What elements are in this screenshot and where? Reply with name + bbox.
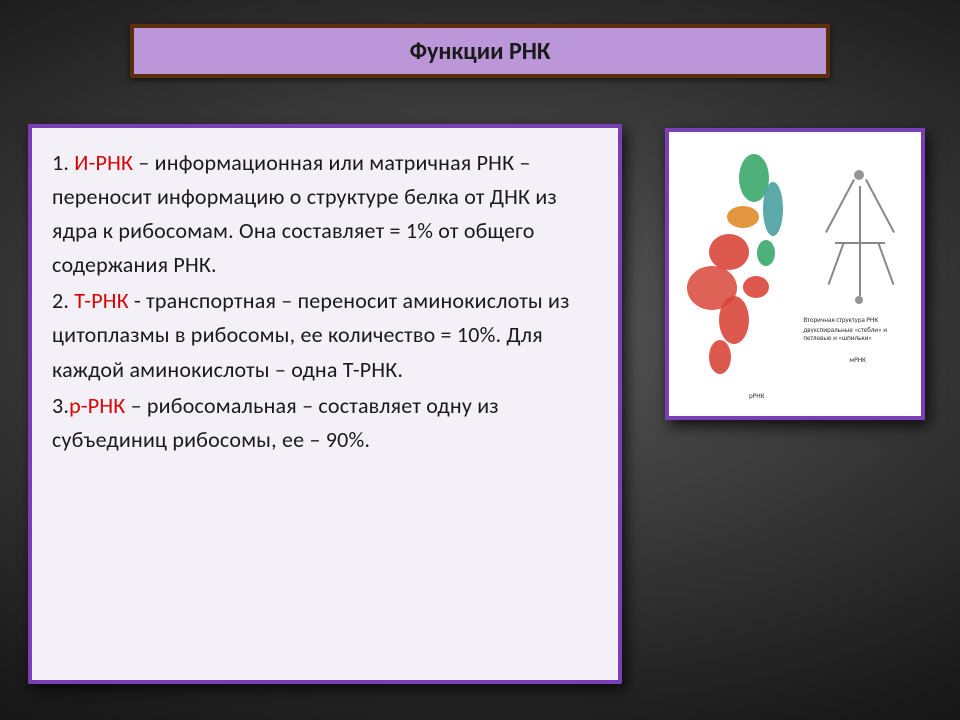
stem-line [859, 186, 861, 296]
molecule-blob [743, 276, 769, 298]
rrna-diagram: рРНК [679, 146, 797, 406]
molecule-blob [763, 182, 783, 236]
molecule-blob [757, 240, 775, 266]
item-2-key: Т-РНК [74, 287, 129, 314]
stem-line [878, 243, 895, 285]
item-2: 2. Т-РНК - транспортная – переносит амин… [52, 284, 598, 386]
image-box: рРНК Вторичная структура РНК двухспираль… [665, 128, 925, 420]
title-bar: Функции РНК [130, 24, 830, 78]
mrna-diagram: Вторичная структура РНК двухспиральные «… [803, 146, 911, 406]
molecule-blob [719, 296, 749, 344]
slide-title: Функции РНК [410, 37, 551, 66]
molecule-blob [709, 234, 749, 270]
item-1-num: 1. [52, 149, 74, 176]
loop-node [854, 170, 864, 180]
stem-line [825, 179, 855, 233]
item-3-key: р-РНК [69, 392, 125, 419]
stem-line [828, 243, 845, 285]
stem-line [865, 179, 895, 233]
rrna-label: рРНК [749, 392, 764, 400]
item-3-num: 3. [52, 392, 69, 419]
content-text-box: 1. И-РНК – информационная или матричная … [28, 124, 622, 684]
molecule-blob [709, 340, 731, 374]
item-2-tail: . [397, 356, 403, 383]
item-2-num: 2. [52, 287, 74, 314]
item-1: 1. И-РНК – информационная или матричная … [52, 146, 598, 282]
molecule-blob [727, 206, 759, 228]
loop-node [855, 296, 863, 304]
item-2-rest: - транспортная – переносит аминокислоты … [52, 287, 570, 382]
mrna-caption-sub: двухспиральные «стебли» и петлевые и «шп… [803, 326, 911, 341]
mrna-label: мРНК [849, 356, 866, 364]
mrna-caption-title: Вторичная структура РНК [803, 316, 911, 324]
item-3: 3.р-РНК – рибосомальная – составляет одн… [52, 389, 598, 457]
item-1-key: И-РНК [74, 149, 133, 176]
